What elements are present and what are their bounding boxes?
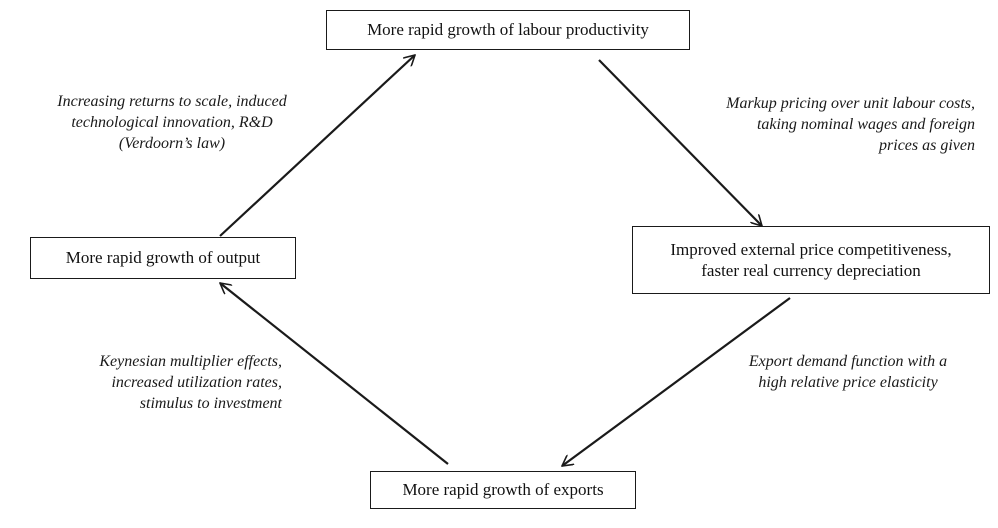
label-export-demand-line2: high relative price elasticity [758,373,938,391]
label-verdoorn-line3: (Verdoorn’s law) [118,134,226,152]
node-price-competitiveness-line2: faster real currency depreciation [701,261,921,280]
node-exports-text: More rapid growth of exports [402,480,604,500]
label-verdoorn-line2: technological innovation, R&D [71,113,273,131]
node-price-competitiveness-line1: Improved external price competitiveness, [670,239,952,259]
label-export-demand-line1: Export demand function with a [748,353,948,370]
arrow-competitiveness-to-exports [562,297,791,466]
label-markup-pricing-line1: Markup pricing over unit labour costs, [726,95,975,112]
label-markup-pricing-line2: taking nominal wages and foreign [756,115,975,133]
label-keynesian: Keynesian multiplier effects, increased … [20,352,282,414]
node-labour-productivity: More rapid growth of labour productivity [326,10,690,50]
node-output: More rapid growth of output [30,237,296,279]
label-markup-pricing-line3: prices as given [879,136,975,154]
arrow-exports-to-output [220,283,449,465]
label-keynesian-line1: Keynesian multiplier effects, [99,353,282,370]
label-export-demand: Export demand function with a high relat… [718,352,978,394]
node-labour-productivity-text: More rapid growth of labour productivity [367,20,649,40]
arrow-output-to-productivity [219,55,415,237]
node-price-competitiveness: Improved external price competitiveness,… [632,226,990,294]
label-verdoorn: Increasing returns to scale, induced tec… [16,92,328,154]
arrow-productivity-to-competitiveness [598,59,762,226]
label-markup-pricing: Markup pricing over unit labour costs, t… [655,94,975,156]
label-verdoorn-line1: Increasing returns to scale, induced [57,93,287,110]
label-keynesian-line3: stimulus to investment [139,394,282,412]
label-keynesian-line2: increased utilization rates, [111,373,282,391]
node-output-text: More rapid growth of output [65,248,261,268]
node-exports: More rapid growth of exports [370,471,636,509]
